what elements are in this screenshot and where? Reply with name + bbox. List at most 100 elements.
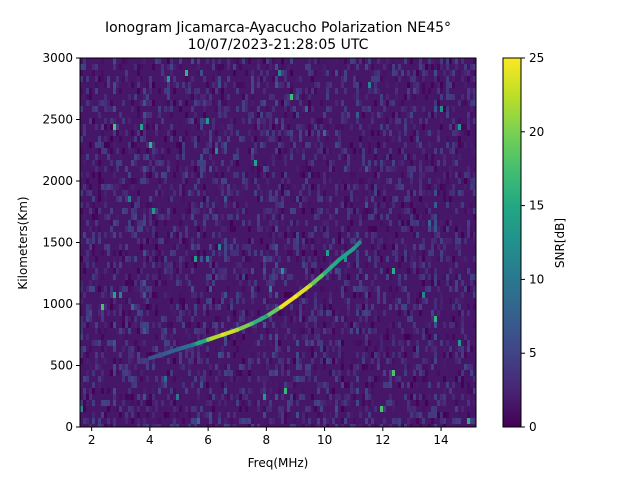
heatmap-cell [350,64,353,70]
heatmap-cell [212,394,215,400]
heatmap-cell [386,274,389,280]
heatmap-cell [182,364,185,370]
heatmap-cell [179,142,182,148]
heatmap-cell [395,166,398,172]
heatmap-cell [272,172,275,178]
heatmap-cell [182,190,185,196]
heatmap-cell [353,388,356,394]
heatmap-cell [263,88,266,94]
heatmap-cell [203,304,206,310]
heatmap-cell [284,112,287,118]
heatmap-cell [332,172,335,178]
heatmap-cell [197,232,200,238]
heatmap-cell [281,268,284,274]
heatmap-cell [215,316,218,322]
heatmap-cell [368,256,371,262]
heatmap-cell [245,178,248,184]
trace-segment [308,271,327,288]
heatmap-cell [176,394,179,400]
heatmap-cell [86,202,89,208]
heatmap-cell [320,340,323,346]
heatmap-cell [437,244,440,250]
heatmap-cell [296,250,299,256]
heatmap-cell [275,268,278,274]
heatmap-cell [101,346,104,352]
heatmap-cell [188,406,191,412]
heatmap-cell [98,184,101,190]
heatmap-cell [155,208,158,214]
heatmap-cell [443,388,446,394]
heatmap-cell [236,346,239,352]
heatmap-cell [293,142,296,148]
heatmap-cell [179,364,182,370]
heatmap-cell [410,292,413,298]
heatmap-cell [233,424,236,427]
heatmap-cell [248,358,251,364]
heatmap-cell [272,256,275,262]
heatmap-cell [155,220,158,226]
heatmap-cell [149,238,152,244]
heatmap-cell [404,352,407,358]
heatmap-cell [128,394,131,400]
heatmap-cell [221,64,224,70]
heatmap-cell [167,76,170,82]
heatmap-cell [305,340,308,346]
heatmap-cell [344,424,347,427]
heatmap-cell [392,418,395,424]
heatmap-cell [203,310,206,316]
heatmap-cell [245,208,248,214]
heatmap-cell [305,166,308,172]
colorbar-tick-label: 25 [529,51,544,65]
heatmap-cell [467,64,470,70]
heatmap-cell [374,184,377,190]
heatmap-cell [281,118,284,124]
heatmap-cell [266,280,269,286]
heatmap-cell [371,328,374,334]
heatmap-cell [119,412,122,418]
heatmap-cell [146,406,149,412]
heatmap-cell [413,154,416,160]
heatmap-cell [92,202,95,208]
heatmap-cell [230,130,233,136]
heatmap-cell [173,190,176,196]
heatmap-cell [470,76,473,82]
heatmap-cell [221,100,224,106]
y-tick-label: 2500 [42,113,73,127]
heatmap-cell [305,106,308,112]
heatmap-cell [86,220,89,226]
heatmap-cell [101,334,104,340]
heatmap-cell [107,400,110,406]
heatmap-cell [260,112,263,118]
heatmap-cell [215,322,218,328]
heatmap-cell [272,244,275,250]
heatmap-cell [368,286,371,292]
heatmap-cell [101,358,104,364]
heatmap-cell [179,88,182,94]
heatmap-cell [440,124,443,130]
heatmap-cell [269,112,272,118]
heatmap-cell [371,304,374,310]
heatmap-cell [368,166,371,172]
heatmap-cell [161,328,164,334]
heatmap-cell [272,196,275,202]
heatmap-cell [272,418,275,424]
heatmap-cell [308,376,311,382]
heatmap-cell [383,352,386,358]
heatmap-cell [227,286,230,292]
heatmap-cell [320,382,323,388]
heatmap-cell [215,244,218,250]
heatmap-cell [218,412,221,418]
heatmap-cell [137,424,140,427]
heatmap-cell [119,232,122,238]
heatmap-cell [449,388,452,394]
heatmap-cell [263,274,266,280]
heatmap-cell [374,100,377,106]
trace-point [293,294,298,299]
heatmap-cell [206,400,209,406]
heatmap-cell [104,292,107,298]
heatmap-cell [284,418,287,424]
heatmap-cell [377,178,380,184]
heatmap-cell [131,148,134,154]
heatmap-cell [269,154,272,160]
heatmap-cell [83,232,86,238]
